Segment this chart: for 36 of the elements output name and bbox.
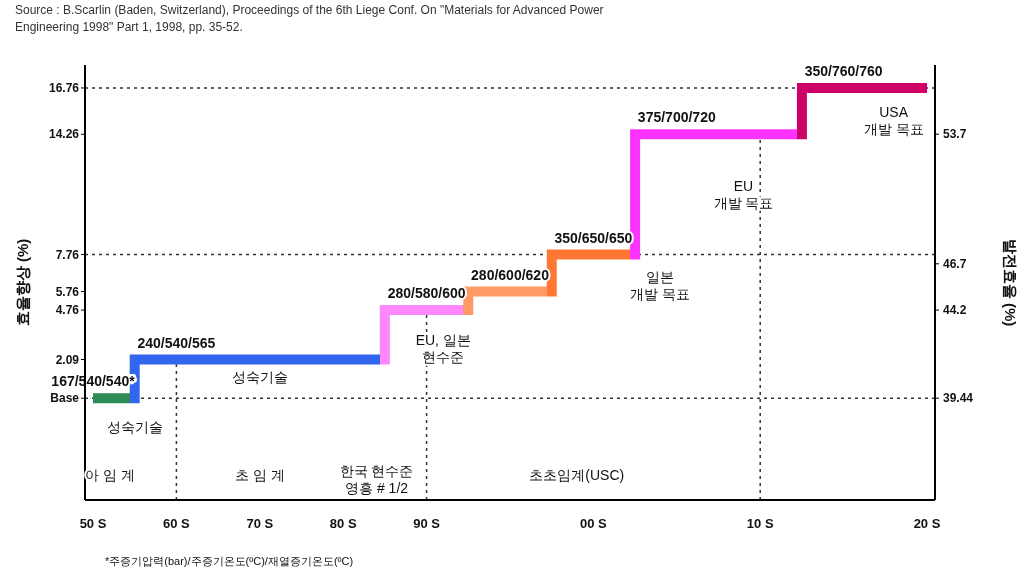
annotation: EU 개발 목표 [713, 177, 774, 212]
annotation: 성숙기술 [106, 418, 163, 435]
x-tick-label: 70 S [246, 516, 274, 531]
x-tick-label: 10 S [746, 516, 774, 531]
x-tick-label: 60 S [163, 516, 191, 531]
y-tick-label: 7.76 [55, 247, 80, 262]
x-tick-label: 50 S [79, 516, 107, 531]
y-tick-label: 16.76 [48, 80, 80, 95]
x-tick-label: 20 S [913, 516, 941, 531]
x-tick-label: 90 S [413, 516, 441, 531]
y-tick-label: 2.09 [55, 352, 80, 367]
y2-tick-label: 44.2 [943, 303, 967, 318]
annotation: 성숙기술 [231, 368, 288, 385]
data-label: 350/760/760 [804, 62, 883, 79]
y2-axis-title: 발전효율 (%) [1002, 238, 1019, 327]
annotation: 초 임 계 [234, 466, 285, 483]
y-tick-label: Base [50, 391, 80, 406]
annotation: 일본 개발 목표 [630, 268, 691, 303]
annotation: 초초임계(USC) [529, 466, 625, 483]
data-label: 375/700/720 [637, 109, 716, 126]
x-tick-label: 00 S [580, 516, 608, 531]
annotation: 아 임 계 [84, 466, 135, 483]
y-tick-label: 5.76 [55, 284, 80, 299]
source-note: Source : B.Scarlin (Baden, Switzerland), Proceedings of the 6th Liege Conf. On "Materials for Advanced Power Engineering 1998" Part 1, 1998, pp. 35-52. [15, 2, 605, 36]
y2-tick-label: 39.44 [943, 391, 974, 406]
y2-tick-label: 46.7 [943, 256, 967, 271]
annotation: 한국 현수준 영흥 # 1/2 [339, 462, 414, 497]
x-tick-label: 80 S [329, 516, 357, 531]
y-axis-title: 효율향상 (%) [14, 238, 31, 327]
data-label: 240/540/565 [137, 334, 216, 351]
y-tick-label: 4.76 [55, 303, 80, 318]
text: *주증기압력(bar)/주증기온도(ºC)/재열증기온도(ºC) [105, 555, 354, 567]
y-tick-label: 14.26 [48, 127, 80, 142]
y2-tick-label: 53.7 [943, 127, 967, 142]
annotation: EU, 일본 현수준 [415, 331, 471, 366]
annotation: USA 개발 목표 [863, 103, 924, 138]
